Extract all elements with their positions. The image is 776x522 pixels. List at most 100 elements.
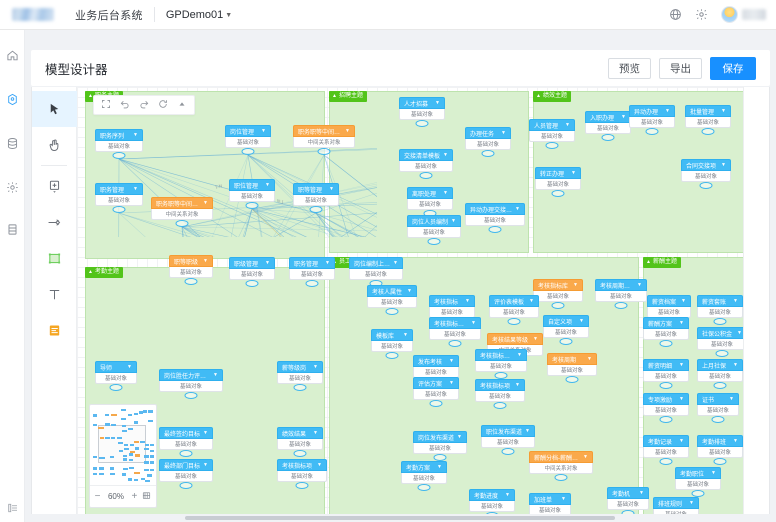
entity-node[interactable]: 交接清单模板 ▼ 基础对象 [399, 149, 453, 179]
node-port[interactable] [493, 402, 507, 409]
chevron-down-icon[interactable]: ▼ [471, 320, 476, 326]
sidebar-item-model[interactable] [0, 82, 25, 116]
node-port[interactable] [245, 202, 259, 209]
entity-node[interactable]: 岗位发布渠道 ▼ 基础对象 [413, 431, 467, 461]
node-header[interactable]: 考勤方案 ▼ [401, 461, 447, 473]
node-header[interactable]: 考核指标分类 ▼ [429, 317, 481, 329]
node-header[interactable]: 考核指标项 ▼ [277, 459, 327, 471]
entity-node[interactable]: 考核周期设置 ▼ 基础对象 [595, 279, 647, 309]
pan-tool[interactable] [32, 127, 77, 163]
zoom-in-button[interactable]: + [131, 490, 138, 502]
chevron-down-icon[interactable]: ▼ [637, 282, 642, 288]
undo-icon[interactable] [120, 96, 130, 114]
node-header[interactable]: 离职处理 ▼ [407, 187, 453, 199]
node-port[interactable] [659, 416, 673, 423]
chevron-down-icon[interactable]: ▼ [681, 298, 686, 304]
entity-node[interactable]: 上月社保 ▼ 基础对象 [697, 359, 743, 389]
chevron-down-icon[interactable]: ▼ [525, 428, 530, 434]
entity-node[interactable]: 专项激励 ▼ 基础对象 [643, 393, 689, 423]
node-port[interactable] [551, 190, 565, 197]
minimap-canvas[interactable] [90, 405, 156, 485]
chevron-down-icon[interactable]: ▼ [325, 260, 330, 266]
chevron-down-icon[interactable]: ▼ [579, 318, 584, 324]
fullscreen-icon[interactable] [101, 96, 111, 114]
entity-node[interactable]: 考核指标项 ▼ 基础对象 [277, 459, 327, 489]
node-port[interactable] [175, 220, 189, 227]
chevron-down-icon[interactable]: ▼ [501, 130, 506, 136]
node-port[interactable] [305, 280, 319, 287]
node-header[interactable]: 最终签约目标 ▼ [159, 427, 213, 439]
node-header[interactable]: 职等职级 ▼ [169, 255, 213, 267]
node-header[interactable]: 导师 ▼ [95, 361, 137, 373]
node-header[interactable]: 考核指标成员 ▼ [475, 349, 527, 361]
node-port[interactable] [109, 384, 123, 391]
node-header[interactable]: 办理任务 ▼ [465, 127, 511, 139]
diagram-canvas[interactable]: ▲职务主题▲考勤主题▲招聘主题▲员工主题▲绩效主题▲薪酬主题 N:1N:1N:1… [77, 87, 769, 518]
node-header[interactable]: 自定义项 ▼ [543, 315, 589, 327]
node-header[interactable]: 岗位人员编制 ▼ [407, 215, 461, 227]
scrollbar-thumb[interactable] [185, 516, 615, 520]
chevron-down-icon[interactable]: ▼ [721, 108, 726, 114]
gear-icon[interactable] [695, 8, 708, 21]
export-button[interactable]: 导出 [659, 57, 702, 79]
node-port[interactable] [427, 238, 441, 245]
node-port[interactable] [645, 128, 659, 135]
chevron-down-icon[interactable]: ▼ [737, 330, 742, 336]
entity-node[interactable]: 考核指标分类 ▼ 基础对象 [429, 317, 481, 347]
chevron-down-icon[interactable]: ▼ [621, 114, 626, 120]
fit-screen-icon[interactable] [142, 491, 151, 502]
entity-node[interactable]: 职级管理 ▼ 基础对象 [229, 257, 275, 287]
minimap[interactable]: − 60% + [89, 404, 157, 508]
entity-node[interactable]: 加班单 ▼ 基础对象 [529, 493, 571, 518]
node-header[interactable]: 证书 ▼ [697, 393, 739, 405]
entity-node[interactable]: 入职办理 ▼ 基础对象 [585, 111, 631, 141]
entity-node[interactable]: 自定义项 ▼ 基础对象 [543, 315, 589, 345]
chevron-down-icon[interactable]: ▼ [721, 162, 726, 168]
node-header[interactable]: 加班单 ▼ [529, 493, 571, 505]
node-header[interactable]: 发布考核 ▼ [413, 355, 459, 367]
chevron-down-icon[interactable]: ▼ [679, 362, 684, 368]
node-port[interactable] [293, 384, 307, 391]
chevron-down-icon[interactable]: ▼ [529, 298, 534, 304]
node-port[interactable] [309, 206, 323, 213]
entity-node[interactable]: 职务职等中间对象 ▼ 中间关系对象 [293, 125, 355, 155]
entity-group[interactable]: ▲职务主题 [85, 91, 325, 259]
entity-node[interactable]: 职位发布渠道 ▼ 基础对象 [481, 425, 535, 455]
entity-node[interactable]: 职等管理 ▼ 基础对象 [293, 183, 339, 213]
chevron-down-icon[interactable]: ▼ [313, 430, 318, 436]
node-port[interactable] [713, 382, 727, 389]
note-tool[interactable] [32, 312, 77, 348]
node-port[interactable] [713, 458, 727, 465]
node-port[interactable] [112, 206, 126, 213]
node-header[interactable]: 岗位胜任力评估… ▼ [159, 369, 223, 381]
entity-node[interactable]: 考核指标 ▼ 基础对象 [429, 295, 475, 325]
chevron-down-icon[interactable]: ▼ [203, 462, 208, 468]
chevron-down-icon[interactable]: ▼ [571, 170, 576, 176]
node-port[interactable] [715, 350, 729, 357]
node-header[interactable]: 职级管理 ▼ [229, 257, 275, 269]
entity-node[interactable]: 评估方案 ▼ 基础对象 [413, 377, 459, 407]
chevron-down-icon[interactable]: ▼ [517, 352, 522, 358]
chevron-down-icon[interactable]: ▼ [515, 206, 520, 212]
chevron-down-icon[interactable]: ▼ [133, 132, 138, 138]
node-port[interactable] [659, 340, 673, 347]
node-header[interactable]: 薪资明细 ▼ [643, 359, 689, 371]
entity-node[interactable]: 考核指标项 ▼ 基础对象 [475, 379, 525, 409]
chevron-down-icon[interactable]: ▼ [679, 438, 684, 444]
chevron-down-icon[interactable]: ▼ [505, 492, 510, 498]
entity-node[interactable]: 合同交接项 ▼ 基础对象 [681, 159, 731, 189]
node-header[interactable]: 职务序列 ▼ [95, 129, 143, 141]
node-port[interactable] [701, 128, 715, 135]
entity-node[interactable]: 证书 ▼ 基础对象 [697, 393, 739, 423]
chevron-down-icon[interactable]: ▼ [665, 108, 670, 114]
node-header[interactable]: 交接清单模板 ▼ [399, 149, 453, 161]
chevron-down-icon[interactable]: ▼ [203, 430, 208, 436]
entity-node[interactable]: 职务管理 ▼ 基础对象 [95, 183, 143, 213]
entity-node[interactable]: 异动办理交接清单 ▼ 基础对象 [465, 203, 525, 233]
node-port[interactable] [711, 416, 725, 423]
node-port[interactable] [245, 280, 259, 287]
node-port[interactable] [385, 308, 399, 315]
node-port[interactable] [545, 142, 559, 149]
entity-node[interactable]: 职务管理 ▼ 基础对象 [289, 257, 335, 287]
group-tool[interactable] [32, 240, 77, 276]
